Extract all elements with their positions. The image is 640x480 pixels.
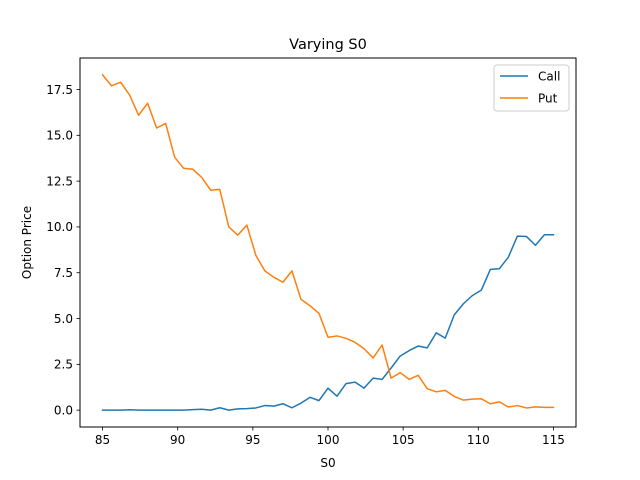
series-layer xyxy=(101,73,555,411)
x-tick-label: 100 xyxy=(317,433,340,447)
y-tick-label: 12.5 xyxy=(46,174,73,188)
legend-label-call: Call xyxy=(538,70,560,84)
y-tick-label: 17.5 xyxy=(46,83,73,97)
y-axis: 0.0 2.5 5.0 7.5 10.0 12.5 15.0 17.5 xyxy=(46,83,80,417)
x-axis: 85 90 95 100 105 110 115 xyxy=(95,427,565,447)
plot-frame xyxy=(79,57,577,428)
y-tick-label: 0.0 xyxy=(54,403,73,417)
y-tick-label: 15.0 xyxy=(46,129,73,143)
y-tick-label: 5.0 xyxy=(54,312,73,326)
y-tick-label: 7.5 xyxy=(54,266,73,280)
x-tick-label: 95 xyxy=(245,433,260,447)
x-tick-label: 110 xyxy=(467,433,490,447)
y-tick-label: 2.5 xyxy=(54,358,73,372)
x-tick-label: 105 xyxy=(392,433,415,447)
x-axis-label: S0 xyxy=(320,456,335,470)
x-tick-label: 85 xyxy=(95,433,110,447)
y-axis-label: Option Price xyxy=(20,206,34,279)
x-tick-label: 115 xyxy=(542,433,565,447)
series-line-put xyxy=(101,73,555,409)
legend-label-put: Put xyxy=(538,92,558,106)
x-tick-label: 90 xyxy=(170,433,185,447)
series-line-call xyxy=(101,234,555,411)
chart-title: Varying S0 xyxy=(289,37,367,53)
y-tick-label: 10.0 xyxy=(46,220,73,234)
legend: Call Put xyxy=(493,64,570,112)
